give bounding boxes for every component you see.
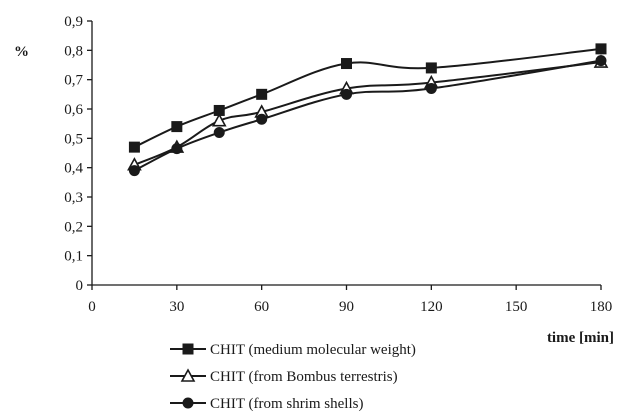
legend-item: CHIT (medium molecular weight) bbox=[170, 342, 416, 358]
data-point bbox=[256, 113, 268, 125]
legend-label: CHIT (from shrim shells) bbox=[210, 396, 363, 412]
legend-label: CHIT (from Bombus terrestris) bbox=[210, 369, 398, 385]
series-line bbox=[133, 47, 602, 149]
legend-label: CHIT (medium molecular weight) bbox=[210, 342, 416, 358]
y-tick-label: 0,7 bbox=[64, 73, 83, 89]
y-axis-title: % bbox=[14, 44, 29, 60]
legend-marker bbox=[182, 397, 194, 409]
data-point bbox=[425, 82, 437, 94]
axes: 0 0,1 0,2 0,3 0,4 0,5 0,6 0,7 0,8 0,9 0 30 60 90 120 15… bbox=[64, 14, 612, 315]
legend: CHIT (medium molecular weight) CHIT (from… bbox=[170, 342, 416, 412]
y-tick-label: 0,4 bbox=[64, 161, 83, 177]
data-point bbox=[213, 126, 225, 138]
data-point bbox=[595, 43, 607, 55]
x-tick-label: 0 bbox=[88, 299, 96, 315]
data-point bbox=[595, 55, 607, 67]
x-tick-label: 60 bbox=[254, 299, 269, 315]
legend-item: CHIT (from Bombus terrestris) bbox=[170, 368, 398, 385]
y-tick-label: 0 bbox=[76, 278, 84, 294]
series-circle bbox=[128, 55, 607, 177]
x-tick-label: 150 bbox=[505, 299, 528, 315]
y-tick-label: 0,2 bbox=[64, 219, 83, 235]
x-axis-title: time [min] bbox=[547, 330, 614, 346]
y-tick-label: 0,6 bbox=[64, 102, 83, 118]
series-layer bbox=[127, 43, 609, 177]
y-tick-label: 0,1 bbox=[64, 249, 83, 265]
y-tick-label: 0,5 bbox=[64, 131, 83, 147]
legend-marker bbox=[182, 343, 194, 355]
data-point bbox=[171, 143, 183, 155]
y-tick-label: 0,3 bbox=[64, 190, 83, 206]
x-tick-label: 30 bbox=[169, 299, 184, 315]
legend-marker bbox=[180, 368, 196, 382]
y-tick-label: 0,8 bbox=[64, 43, 83, 59]
data-point bbox=[211, 113, 227, 127]
series-triangle bbox=[127, 54, 609, 171]
x-tick-label: 90 bbox=[339, 299, 354, 315]
data-point bbox=[256, 88, 268, 100]
y-tick-label: 0,9 bbox=[64, 14, 83, 30]
data-point bbox=[128, 141, 140, 153]
data-point bbox=[171, 121, 183, 133]
x-tick-label: 120 bbox=[420, 299, 443, 315]
data-point bbox=[341, 88, 352, 100]
series-line bbox=[134, 61, 602, 166]
legend-item: CHIT (from shrim shells) bbox=[170, 396, 363, 412]
series-square bbox=[128, 43, 607, 153]
data-point bbox=[128, 165, 140, 177]
data-point bbox=[341, 58, 352, 70]
data-point bbox=[425, 62, 437, 74]
x-tick-label: 180 bbox=[590, 299, 613, 315]
